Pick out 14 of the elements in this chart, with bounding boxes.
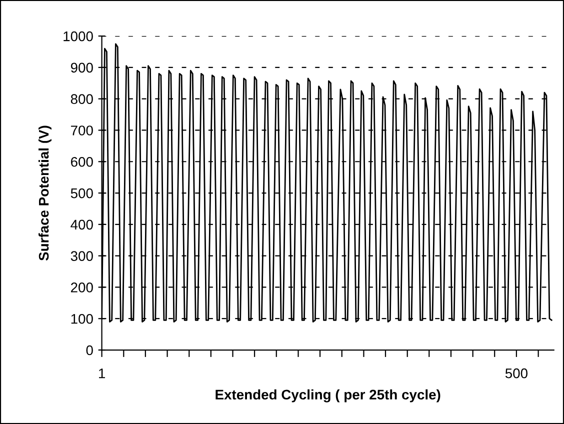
y-tick-label: 700 <box>71 126 93 136</box>
y-tick-label: 900 <box>70 62 93 73</box>
y-tick-label: 600 <box>71 156 93 167</box>
y-tick-label: 400 <box>70 220 93 230</box>
y-axis-title: Surface Potential (V) <box>38 126 52 261</box>
y-tick-label: 0 <box>86 345 93 356</box>
y-tick-label: 300 <box>70 251 93 261</box>
x-axis-title: Extended Cycling ( per 25th cycle) <box>216 389 440 402</box>
y-tick-label: 500 <box>70 188 93 198</box>
y-tick-label: 1000 <box>64 31 93 42</box>
y-tick-label: 800 <box>70 94 93 104</box>
y-tick-label: 200 <box>70 282 93 292</box>
x-tick-label: 1 <box>99 368 105 378</box>
y-tick-label: 100 <box>71 314 93 324</box>
